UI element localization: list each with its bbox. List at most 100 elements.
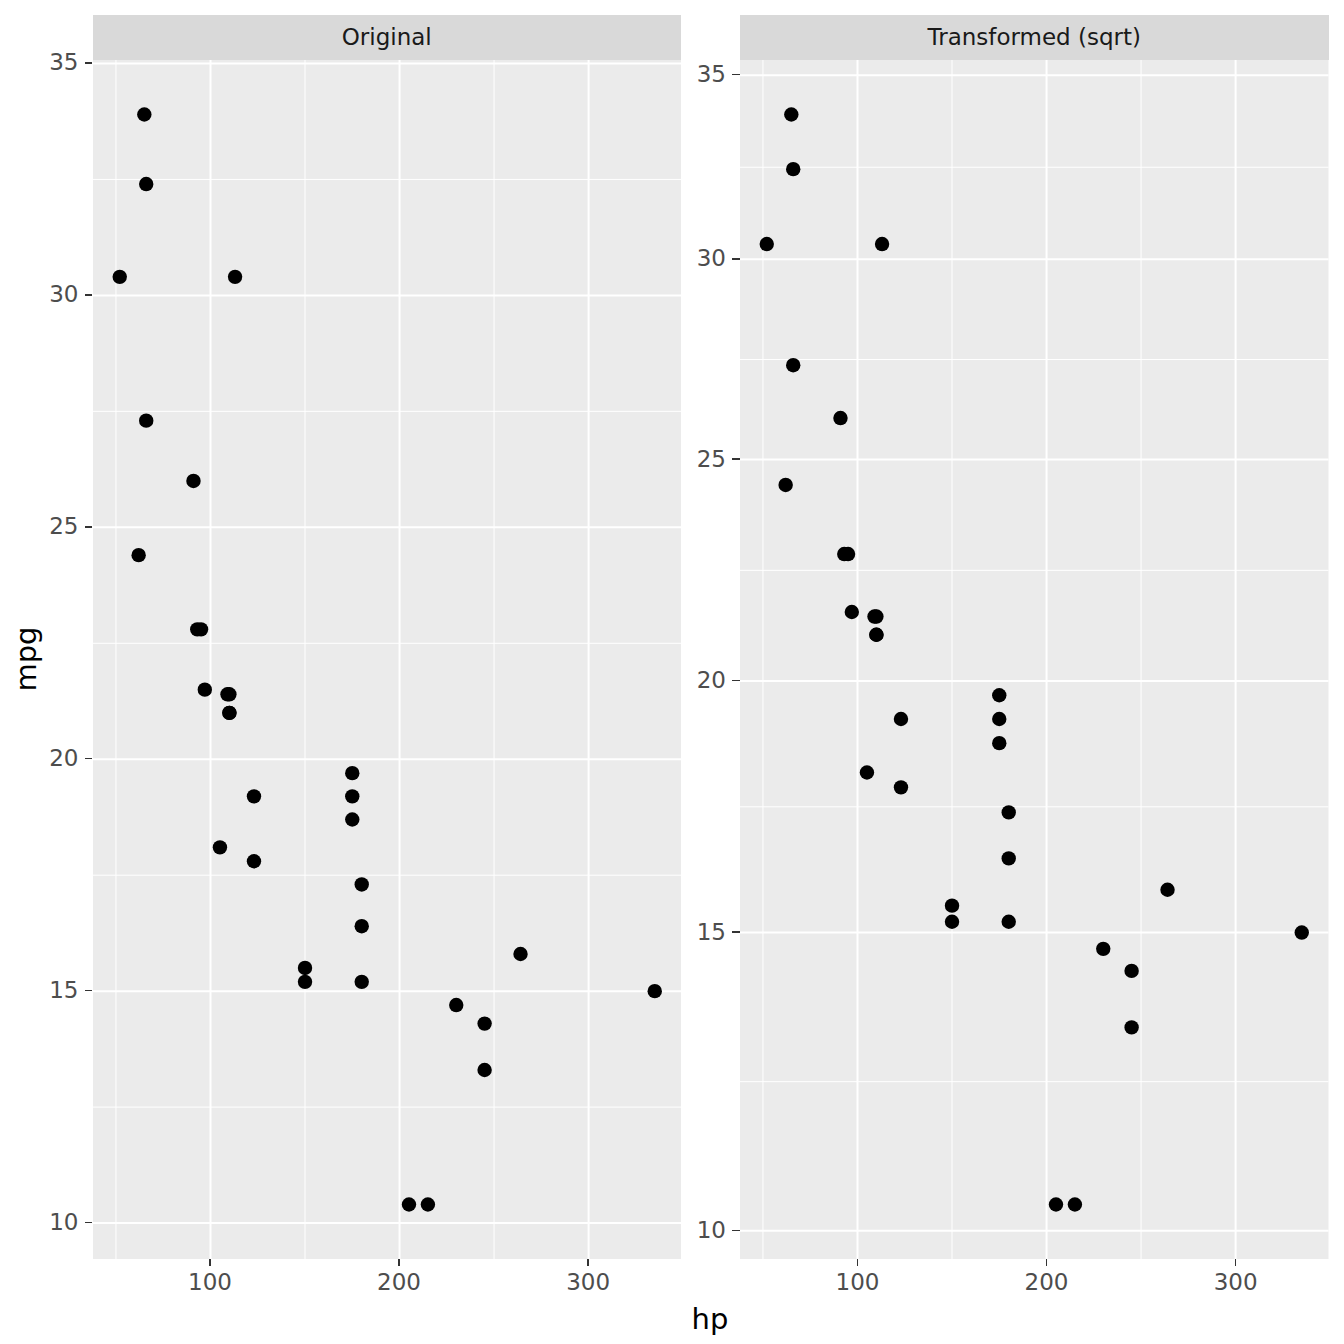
data-point — [1295, 925, 1309, 939]
y-axis-tick — [732, 680, 740, 682]
y-axis-tick — [732, 258, 740, 260]
panel-original — [93, 60, 682, 1259]
y-tick-label: 10 — [9, 1211, 79, 1234]
x-tick-label: 200 — [1007, 1271, 1087, 1294]
y-axis-tick — [85, 1222, 93, 1224]
data-point — [345, 812, 359, 826]
data-point — [477, 1016, 491, 1030]
data-point — [992, 688, 1006, 702]
data-point — [875, 236, 889, 250]
x-axis-tick — [857, 1259, 859, 1267]
y-tick-label: 10 — [656, 1219, 726, 1242]
panel-background — [740, 60, 1329, 1259]
data-point — [786, 161, 800, 175]
data-point — [1002, 805, 1016, 819]
data-point — [945, 914, 959, 928]
data-point — [297, 974, 311, 988]
y-tick-label: 30 — [9, 283, 79, 306]
facet-strip-label: Transformed (sqrt) — [928, 24, 1141, 50]
data-point — [992, 735, 1006, 749]
x-tick-label: 300 — [1196, 1271, 1276, 1294]
data-point — [131, 547, 145, 561]
data-point — [992, 711, 1006, 725]
y-tick-label: 15 — [656, 921, 726, 944]
data-point — [845, 604, 859, 618]
data-point — [197, 682, 211, 696]
data-point — [1124, 963, 1138, 977]
data-point — [894, 711, 908, 725]
x-axis-tick — [1235, 1259, 1237, 1267]
data-point — [193, 622, 207, 636]
x-axis-tick — [587, 1259, 589, 1267]
data-point — [139, 176, 153, 190]
y-tick-label: 35 — [9, 51, 79, 74]
y-axis-tick — [85, 990, 93, 992]
data-point — [1160, 882, 1174, 896]
data-point — [220, 687, 234, 701]
x-axis-title: hp — [692, 1302, 729, 1336]
y-tick-label: 30 — [656, 247, 726, 270]
data-point — [186, 473, 200, 487]
data-point — [212, 840, 226, 854]
data-point — [869, 627, 883, 641]
data-point — [246, 789, 260, 803]
data-point — [137, 107, 151, 121]
data-point — [227, 269, 241, 283]
data-point — [833, 410, 847, 424]
data-point — [112, 269, 126, 283]
data-point — [477, 1062, 491, 1076]
data-point — [345, 765, 359, 779]
data-point — [420, 1197, 434, 1211]
data-point — [945, 898, 959, 912]
data-point — [297, 960, 311, 974]
data-point — [841, 546, 855, 560]
y-tick-label: 25 — [9, 515, 79, 538]
data-point — [784, 107, 798, 121]
y-tick-label: 15 — [9, 979, 79, 1002]
data-point — [1002, 914, 1016, 928]
x-axis-tick — [398, 1259, 400, 1267]
data-point — [449, 997, 463, 1011]
x-tick-label: 100 — [170, 1271, 250, 1294]
data-point — [647, 983, 661, 997]
data-point — [894, 780, 908, 794]
data-point — [139, 413, 153, 427]
data-point — [1096, 941, 1110, 955]
y-tick-label: 35 — [656, 63, 726, 86]
y-tick-label: 25 — [656, 448, 726, 471]
data-point — [345, 789, 359, 803]
data-point — [1068, 1197, 1082, 1211]
x-axis-tick — [1046, 1259, 1048, 1267]
data-point — [513, 946, 527, 960]
data-point — [354, 974, 368, 988]
y-axis-tick — [732, 1230, 740, 1232]
y-axis-title: mpg — [9, 626, 43, 691]
y-axis-tick — [85, 526, 93, 528]
data-point — [778, 477, 792, 491]
data-point — [354, 919, 368, 933]
y-axis-tick — [732, 458, 740, 460]
panel-transformed — [740, 60, 1329, 1259]
data-point — [760, 236, 774, 250]
x-axis-tick — [209, 1259, 211, 1267]
y-axis-tick — [85, 294, 93, 296]
y-axis-tick — [85, 62, 93, 64]
x-tick-label: 300 — [548, 1271, 628, 1294]
x-tick-label: 100 — [817, 1271, 897, 1294]
data-point — [786, 358, 800, 372]
data-point — [860, 765, 874, 779]
y-axis-tick — [732, 74, 740, 76]
data-point — [1002, 851, 1016, 865]
y-tick-label: 20 — [9, 747, 79, 770]
panel-background — [93, 60, 682, 1259]
data-point — [1124, 1020, 1138, 1034]
facet-strip: Original — [93, 15, 682, 60]
data-point — [354, 877, 368, 891]
y-axis-tick — [85, 758, 93, 760]
facet-strip-label: Original — [342, 24, 432, 50]
data-point — [401, 1197, 415, 1211]
x-tick-label: 200 — [359, 1271, 439, 1294]
y-axis-tick — [732, 931, 740, 933]
data-point — [867, 609, 881, 623]
data-point — [1049, 1197, 1063, 1211]
